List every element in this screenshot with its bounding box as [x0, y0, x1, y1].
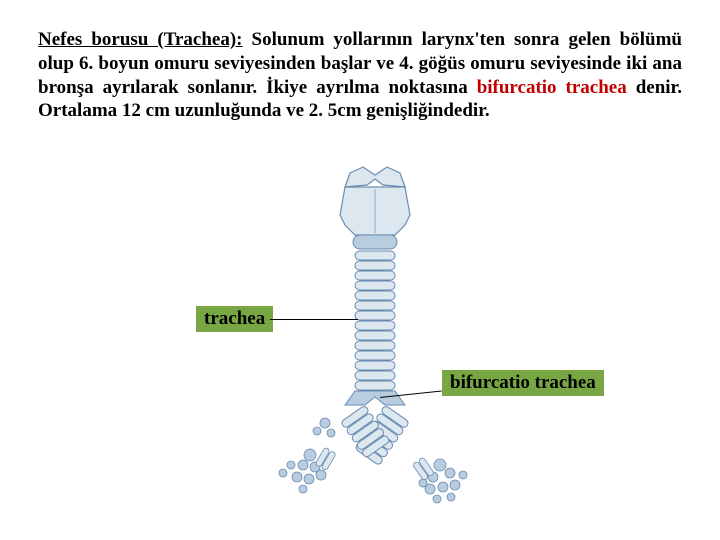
label-bifurcatio-text: bifurcatio trachea	[450, 372, 596, 393]
label-trachea: trachea	[196, 306, 273, 332]
description-paragraph: Nefes borusu (Trachea): Solunum yolların…	[38, 28, 682, 123]
label-trachea-text: trachea	[204, 308, 265, 329]
red-term: bifurcatio trachea	[477, 77, 627, 98]
title-underlined: Nefes borusu (Trachea):	[38, 29, 243, 50]
leader-trachea	[270, 319, 358, 320]
trachea-diagram	[255, 165, 495, 525]
label-bifurcatio: bifurcatio trachea	[442, 370, 604, 396]
trachea-rings	[355, 251, 395, 390]
